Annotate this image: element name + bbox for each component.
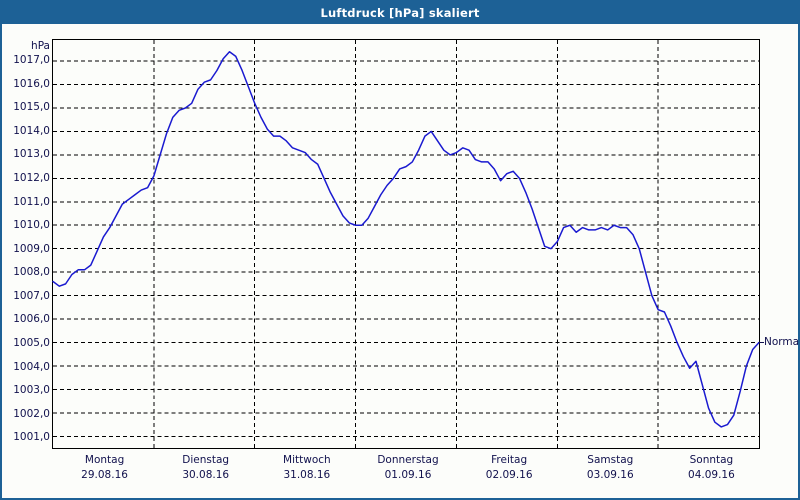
y-axis-tick-label: 1003,0 <box>13 384 50 397</box>
page-title: Luftdruck [hPa] skaliert <box>320 6 480 20</box>
x-axis-date-label: 04.09.16 <box>688 469 735 481</box>
plot-area <box>52 39 764 449</box>
y-axis-tick-label: 1006,0 <box>13 313 50 326</box>
y-axis-tick-label: 1011,0 <box>13 195 50 208</box>
y-axis-tick-label: 1001,0 <box>13 431 50 444</box>
x-axis-tick-group: Donnerstag 01.09.16 <box>377 453 438 483</box>
y-axis-tick-label: 1009,0 <box>13 242 50 255</box>
x-axis-tick-group: Montag 29.08.16 <box>81 453 128 483</box>
pressure-series-line <box>52 50 764 428</box>
x-axis-date-label: 02.09.16 <box>485 469 533 481</box>
x-axis-date-label: 31.08.16 <box>283 469 331 481</box>
x-axis-tick-group: Mittwoch 31.08.16 <box>283 453 331 483</box>
y-axis-tick-label: 1010,0 <box>13 219 50 232</box>
x-axis-tick-group: Sonntag 04.09.16 <box>688 453 735 483</box>
x-axis-day-label: Sonntag <box>689 454 734 466</box>
y-axis-labels: 1017,0 1016,0 1015,0 1014,0 1013,0 1012,0 1011… <box>2 39 50 449</box>
y-axis-tick-label: 1005,0 <box>13 336 50 349</box>
y-axis-tick-label: 1014,0 <box>13 124 50 137</box>
y-axis-tick-label: 1012,0 <box>13 172 50 185</box>
x-axis-tick-group: Dienstag 30.08.16 <box>182 453 229 483</box>
x-axis-date-label: 03.09.16 <box>586 469 634 481</box>
x-axis-day-label: Montag <box>84 454 125 466</box>
y-axis-tick-label: 1007,0 <box>13 289 50 302</box>
y-axis-tick-label: 1015,0 <box>13 101 50 114</box>
x-axis-tick-group: Freitag 02.09.16 <box>486 453 533 483</box>
normal-level-label: Normal <box>764 335 800 348</box>
y-axis-tick-label: 1004,0 <box>13 360 50 373</box>
y-axis-tick-label: 1017,0 <box>13 54 50 67</box>
x-axis-date-label: 29.08.16 <box>81 469 128 481</box>
window-title-bar: Luftdruck [hPa] skaliert <box>2 2 798 24</box>
x-axis-labels: Montag 29.08.16 Dienstag 30.08.16 Mittwoch 31… <box>2 453 798 497</box>
y-axis-tick-label: 1016,0 <box>13 77 50 90</box>
x-axis-day-label: Donnerstag <box>377 454 439 466</box>
x-axis-date-label: 01.09.16 <box>384 469 432 481</box>
y-axis-unit-label: hPa <box>31 40 50 52</box>
y-axis-tick-label: 1002,0 <box>13 407 50 420</box>
x-axis-tick-group: Samstag 03.09.16 <box>587 453 634 483</box>
x-axis-day-label: Dienstag <box>182 454 230 466</box>
x-axis-day-label: Samstag <box>587 454 634 466</box>
gridlines <box>53 40 759 448</box>
x-axis-day-label: Freitag <box>491 454 528 466</box>
y-axis-tick-label: 1013,0 <box>13 148 50 161</box>
x-axis-day-label: Mittwoch <box>283 454 331 466</box>
chart-surface: 1017,0 1016,0 1015,0 1014,0 1013,0 1012,0 1011… <box>2 24 798 498</box>
y-axis-tick-label: 1008,0 <box>13 266 50 279</box>
x-axis-date-label: 30.08.16 <box>182 469 230 481</box>
